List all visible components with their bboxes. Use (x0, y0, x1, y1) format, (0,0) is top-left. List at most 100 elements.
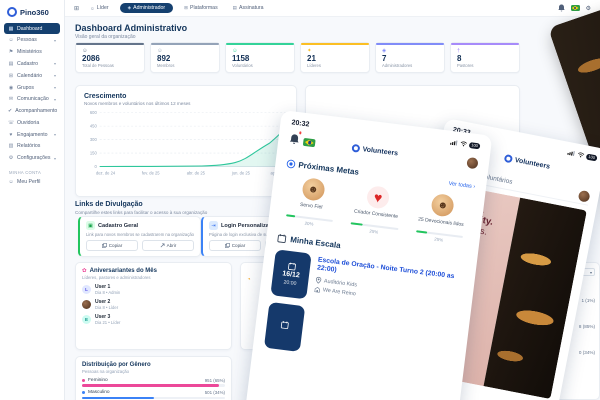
stats-row: ☺ 2086 Total de Pessoas ☺ 892 Membros ☺ 1158 V… (75, 42, 520, 74)
app-ring-icon (503, 153, 513, 164)
gender-subtitle: Pessoas na organização (82, 369, 130, 374)
sidebar-item-grupos[interactable]: ◉ Grupos ▾ (8, 84, 56, 91)
svg-text:fev. de 25: fev. de 25 (142, 170, 160, 175)
stat-card-administradores[interactable]: ◈ 7 Administradores (375, 42, 445, 74)
links-section-subtitle: Compartilhe estes links para facilitar o… (75, 210, 208, 215)
calendar-icon (280, 321, 289, 329)
growth-chart-card: Crescimento Novos membros e voluntários … (75, 85, 297, 197)
shield-icon: ◈ (382, 48, 387, 54)
stat-card-pastores[interactable]: † 8 Pastores (450, 42, 520, 74)
cross-icon: † (457, 48, 461, 54)
tab-plataformas[interactable]: ⊞ Plataformas (184, 5, 218, 11)
stat-card-voluntarios[interactable]: ☺ 1158 Voluntários (225, 42, 295, 74)
open-link-button[interactable]: Abrir (142, 239, 194, 251)
profile-avatar[interactable] (466, 156, 479, 169)
event-organization: We Are Reino (314, 286, 461, 310)
tab-lider[interactable]: ☺ Líder (90, 5, 109, 11)
gender-card: Distribuição por Gênero Pessoas na organ… (75, 356, 232, 400)
tab-administrador[interactable]: ◈ Administrador (119, 3, 174, 13)
schedule-event[interactable] (263, 301, 458, 370)
heart-icon: ♥ (9, 131, 13, 138)
birthdays-subtitle: Líderes, pastores e administradores (82, 275, 151, 280)
battery-icon: 100 (468, 141, 481, 149)
birthday-row[interactable]: L User 1 Dia 8 • Admin (82, 284, 225, 295)
pin-icon (315, 277, 322, 284)
chevron-down-icon: ▾ (53, 37, 56, 43)
svg-text:150: 150 (90, 151, 98, 156)
gender-title: Distribuição por Gênero (82, 362, 151, 368)
birthday-icon: ✿ (82, 268, 87, 274)
chevron-down-icon: ▾ (589, 269, 592, 275)
target-icon (286, 159, 296, 169)
stat-card-lideres[interactable]: ✦ 21 Líderes (300, 42, 370, 74)
copy-link-button[interactable]: Copiar (86, 239, 138, 251)
sidebar-item-dashboard[interactable]: ▦ Dashboard (4, 23, 60, 35)
brand-logo[interactable]: Pino360 (0, 0, 64, 23)
phone-icon: ☏ (8, 119, 15, 126)
tab-assinatura[interactable]: ▤ Assinatura (232, 5, 264, 11)
stat-card-membros[interactable]: ☺ 892 Membros (150, 42, 220, 74)
card-icon: ▤ (232, 5, 238, 10)
page-title: Dashboard Administrativo (75, 23, 188, 33)
signal-icon (567, 150, 575, 157)
notifications-bell-icon[interactable] (557, 0, 565, 17)
see-all-link[interactable]: Ver todas › (448, 180, 476, 190)
sidebar-item-ouvidoria[interactable]: ☏ Ouvidoria (8, 119, 40, 126)
svg-text:600: 600 (90, 110, 98, 115)
sidebar-item-engajamento[interactable]: ♥ Engajamento ▾ (9, 131, 56, 138)
sidebar-item-cadastro[interactable]: ▤ Cadastro ▾ (8, 60, 56, 67)
mail-icon: ✉ (8, 96, 14, 103)
flag-icon: ⚑ (8, 49, 14, 56)
sidebar-item-meu-perfil[interactable]: ☺ Meu Perfil (8, 179, 41, 186)
schedule-event[interactable]: 16/12 20:00 Escola de Oração - Noite Tur… (270, 248, 464, 318)
birthdays-card: ✿ Aniversariantes do Mês Líderes, pastor… (75, 262, 232, 350)
sidebar-toggle-icon[interactable]: ⊞ (74, 5, 80, 12)
goal-criador-consistente[interactable]: ♥ Criador Consistente 25% (344, 183, 409, 237)
volunteer-icon: ☺ (232, 48, 238, 54)
chevron-right-icon: › (472, 183, 476, 190)
chevron-down-icon: ▾ (53, 73, 56, 79)
wifi-icon (577, 152, 584, 158)
language-flag-brazil-icon[interactable] (302, 137, 316, 148)
app-logo: Volunteers (503, 153, 551, 171)
dashboard-icon: ▦ (8, 25, 14, 32)
notifications-bell-icon[interactable] (288, 130, 303, 150)
sidebar-item-acompanhamento[interactable]: ✔ Acompanhamento (8, 108, 58, 115)
event-date-tile: 16/12 20:00 (270, 248, 312, 299)
groups-icon: ◉ (8, 84, 14, 91)
chevron-down-icon: ▾ (53, 96, 56, 102)
clock-icon: ◔ (247, 277, 251, 283)
building-icon (314, 287, 321, 293)
settings-gear-icon[interactable]: ⚙ (585, 5, 591, 12)
goal-servo-fiel[interactable]: ☻ Servo Fiel 20% (279, 175, 344, 229)
sidebar-item-configuracoes[interactable]: ⚙ Configurações ▾ (8, 155, 56, 162)
svg-text:0: 0 (94, 164, 97, 169)
goals-section-title: Próximas Metas (297, 160, 360, 177)
sidebar-item-calendario[interactable]: ⊞ Calendário ▾ (8, 72, 56, 79)
gender-row-feminino: Feminino 951 (65%) (82, 378, 225, 387)
avatar: L (82, 285, 91, 294)
app-ring-icon (351, 143, 361, 153)
status-time: 20:32 (291, 119, 310, 129)
birthday-row[interactable]: E User 3 Dia 21 • Líder (82, 314, 225, 325)
avatar (82, 300, 91, 309)
goal-devocionais[interactable]: ☻ 25 Devocionais lidos 25% (409, 191, 474, 245)
gear-icon: ⚙ (8, 155, 14, 162)
sidebar-item-ministerios[interactable]: ⚑ Ministérios (8, 49, 42, 56)
chart-subtitle: Novos membros e voluntários nos últimos … (84, 101, 191, 106)
profile-avatar[interactable] (577, 189, 591, 203)
copy-link-button[interactable]: Copiar (209, 239, 261, 251)
sidebar-item-pessoas[interactable]: ☺ Pessoas ▾ (8, 37, 56, 44)
avatar: E (82, 315, 91, 324)
sidebar-section-label: Minha Conta (9, 169, 42, 175)
sidebar-item-comunicacao[interactable]: ✉ Comunicação ▾ (8, 96, 56, 103)
page-subtitle: Visão geral da organização (75, 34, 136, 40)
user-icon: ☺ (8, 179, 14, 186)
birthday-row[interactable]: User 2 Dia 8 • Líder (82, 299, 225, 310)
stat-card-total-pessoas[interactable]: ☺ 2086 Total de Pessoas (75, 42, 145, 74)
gender-row-masculino: Masculino 501 (34%) (82, 390, 225, 399)
language-flag-brazil-icon[interactable] (570, 5, 580, 11)
event-date-tile (263, 301, 306, 352)
svg-text:300: 300 (90, 137, 98, 142)
sidebar-item-relatorios[interactable]: ▥ Relatórios (8, 143, 41, 150)
